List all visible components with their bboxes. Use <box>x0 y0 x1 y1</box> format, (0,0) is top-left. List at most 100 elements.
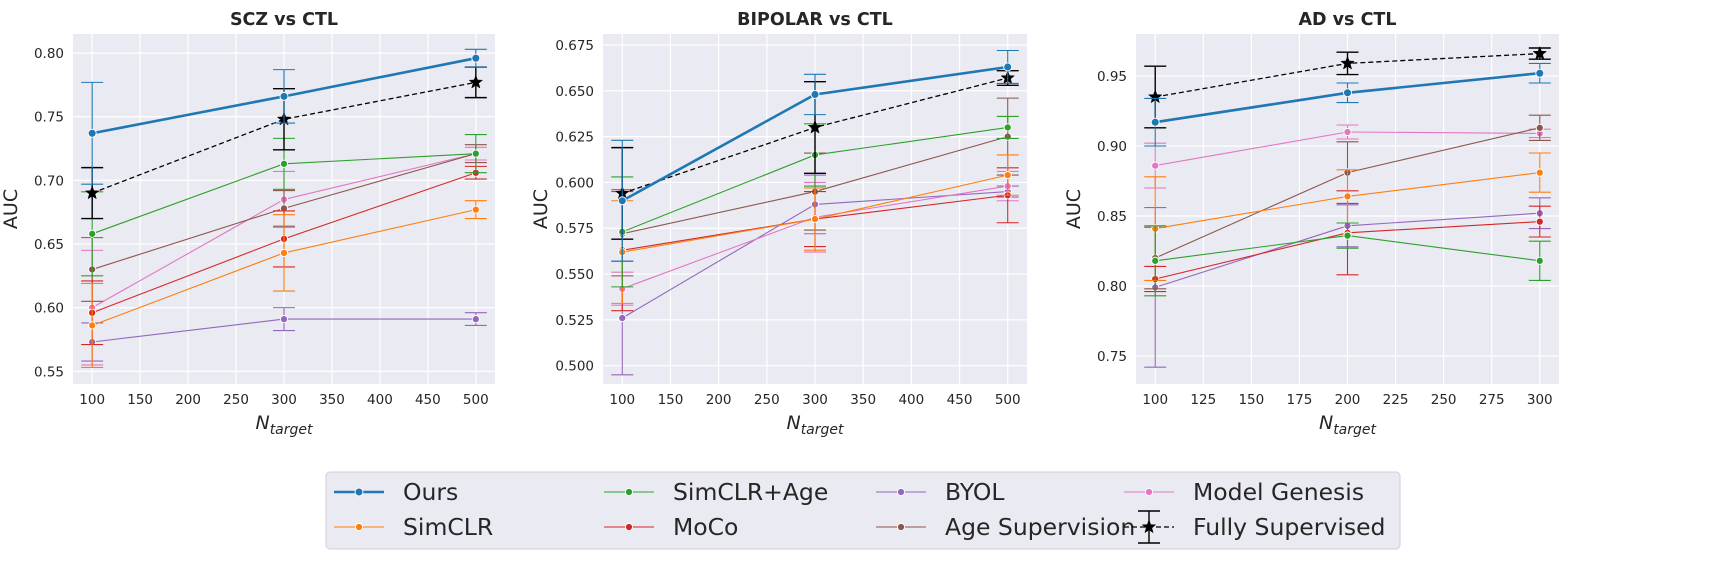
legend: Ours SimCLR SimCLR+Age MoCo BYOL Age Supervis… <box>325 471 1401 550</box>
data-point <box>471 149 480 158</box>
legend-marker <box>354 522 364 532</box>
legend-entry-simclr-age: SimCLR+Age <box>604 478 828 506</box>
x-axis-label: Ntarget <box>255 412 313 438</box>
y-tick-label: 0.90 <box>1097 139 1127 155</box>
legend-entry-byol: BYOL <box>876 478 1005 506</box>
y-tick-label: 0.85 <box>1097 209 1127 225</box>
x-tick-label: 125 <box>1190 392 1216 408</box>
chart-panels: 0.55 0.60 0.65 0.70 0.75 0.80 100 150 200 250 300 3… <box>0 10 1559 438</box>
chart-panel-3: 0.75 0.80 0.85 0.90 0.95 100 125 150 175 200 225 25… <box>1063 10 1559 438</box>
data-point <box>1343 127 1352 137</box>
y-tick-label: 0.500 <box>555 359 594 375</box>
chart-panel-1: 0.55 0.60 0.65 0.70 0.75 0.80 100 150 200 250 300 3… <box>0 10 495 438</box>
legend-box <box>325 471 1401 550</box>
y-tick-labels: 0.75 0.80 0.85 0.90 0.95 <box>1097 69 1127 365</box>
x-tick-label: 150 <box>127 392 153 408</box>
x-axis-label-main: N <box>1319 412 1333 434</box>
x-axis-label-subscript: target <box>270 422 313 438</box>
x-tick-label: 250 <box>1431 392 1457 408</box>
legend-marker <box>1144 487 1154 497</box>
data-point <box>279 159 289 168</box>
series-ours <box>81 48 487 185</box>
data-point <box>88 321 97 330</box>
x-tick-label: 300 <box>802 392 828 408</box>
data-point <box>1535 68 1545 78</box>
legend-entry-simclr: SimCLR <box>334 513 493 541</box>
error-bars <box>1144 222 1551 297</box>
data-point <box>1150 117 1160 127</box>
x-tick-label: 250 <box>754 392 780 408</box>
x-tick-label: 150 <box>1238 392 1264 408</box>
legend-label: SimCLR <box>403 513 493 541</box>
x-axis-label: Ntarget <box>786 412 844 438</box>
y-tick-label: 0.625 <box>555 130 594 146</box>
x-axis-label-main: N <box>255 412 269 434</box>
x-tick-labels: 100 150 200 250 300 350 400 450 500 <box>79 392 488 408</box>
x-tick-label: 450 <box>947 392 973 408</box>
x-tick-label: 225 <box>1383 392 1409 408</box>
series-line <box>91 81 476 194</box>
y-tick-label: 0.75 <box>1097 349 1127 365</box>
x-tick-label: 275 <box>1479 392 1505 408</box>
data-point <box>471 53 481 63</box>
y-tick-label: 0.65 <box>34 237 64 253</box>
data-point <box>84 185 100 200</box>
legend-marker <box>624 487 634 497</box>
x-tick-label: 300 <box>1527 392 1553 408</box>
chart-title: BIPOLAR vs CTL <box>737 10 893 30</box>
legend-label: SimCLR+Age <box>673 478 828 506</box>
chart-title: SCZ vs CTL <box>230 10 338 30</box>
y-tick-label: 0.95 <box>1097 69 1127 85</box>
y-tick-label: 0.600 <box>555 175 594 191</box>
y-tick-label: 0.525 <box>555 313 594 329</box>
y-tick-label: 0.650 <box>555 84 594 100</box>
data-point <box>1535 168 1544 177</box>
y-tick-label: 0.550 <box>555 267 594 283</box>
y-tick-label: 0.70 <box>34 173 64 189</box>
data-point <box>1532 45 1548 60</box>
legend-entry-ours: Ours <box>334 478 458 506</box>
x-tick-labels: 100 125 150 175 200 225 250 275 300 <box>1142 392 1552 408</box>
data-point <box>1151 161 1160 170</box>
data-point <box>1003 62 1013 72</box>
x-tick-label: 500 <box>995 392 1021 408</box>
data-point <box>1343 231 1352 240</box>
data-point <box>468 74 484 89</box>
x-axis-label-subscript: target <box>1333 422 1376 438</box>
data-point <box>1340 55 1355 70</box>
data-point <box>617 196 627 206</box>
legend-entry-age-supervision: Age Supervision <box>876 513 1135 541</box>
y-axis-label: AUC <box>530 189 552 229</box>
series-simclr-age <box>1144 222 1551 297</box>
series-ours <box>611 49 1019 262</box>
x-tick-label: 100 <box>79 392 105 408</box>
data-point <box>1535 256 1544 265</box>
x-tick-label: 300 <box>271 392 297 408</box>
chart-panel-2: 0.500 0.525 0.550 0.575 0.600 0.625 0.650 0.675… <box>530 10 1027 438</box>
data-point <box>618 313 627 323</box>
x-tick-label: 250 <box>223 392 249 408</box>
data-point <box>1343 88 1352 98</box>
legend-marker <box>896 487 906 497</box>
legend-marker <box>354 487 364 497</box>
data-point <box>471 205 480 214</box>
x-axis-label-subscript: target <box>801 422 844 438</box>
x-tick-label: 400 <box>898 392 924 408</box>
x-tick-label: 175 <box>1287 392 1313 408</box>
x-tick-label: 350 <box>850 392 876 408</box>
data-point <box>471 315 480 324</box>
data-point <box>279 315 289 324</box>
x-tick-label: 200 <box>175 392 201 408</box>
data-point <box>1003 123 1012 132</box>
x-tick-label: 200 <box>706 392 732 408</box>
y-axis-label: AUC <box>0 189 22 229</box>
series-simclr <box>81 200 487 369</box>
data-point <box>1343 192 1352 201</box>
data-point <box>88 229 97 238</box>
x-axis-label-main: N <box>786 412 800 434</box>
x-tick-label: 400 <box>367 392 393 408</box>
legend-label: Fully Supervised <box>1193 513 1385 541</box>
y-tick-label: 0.675 <box>555 38 594 54</box>
data-point <box>1003 171 1012 180</box>
